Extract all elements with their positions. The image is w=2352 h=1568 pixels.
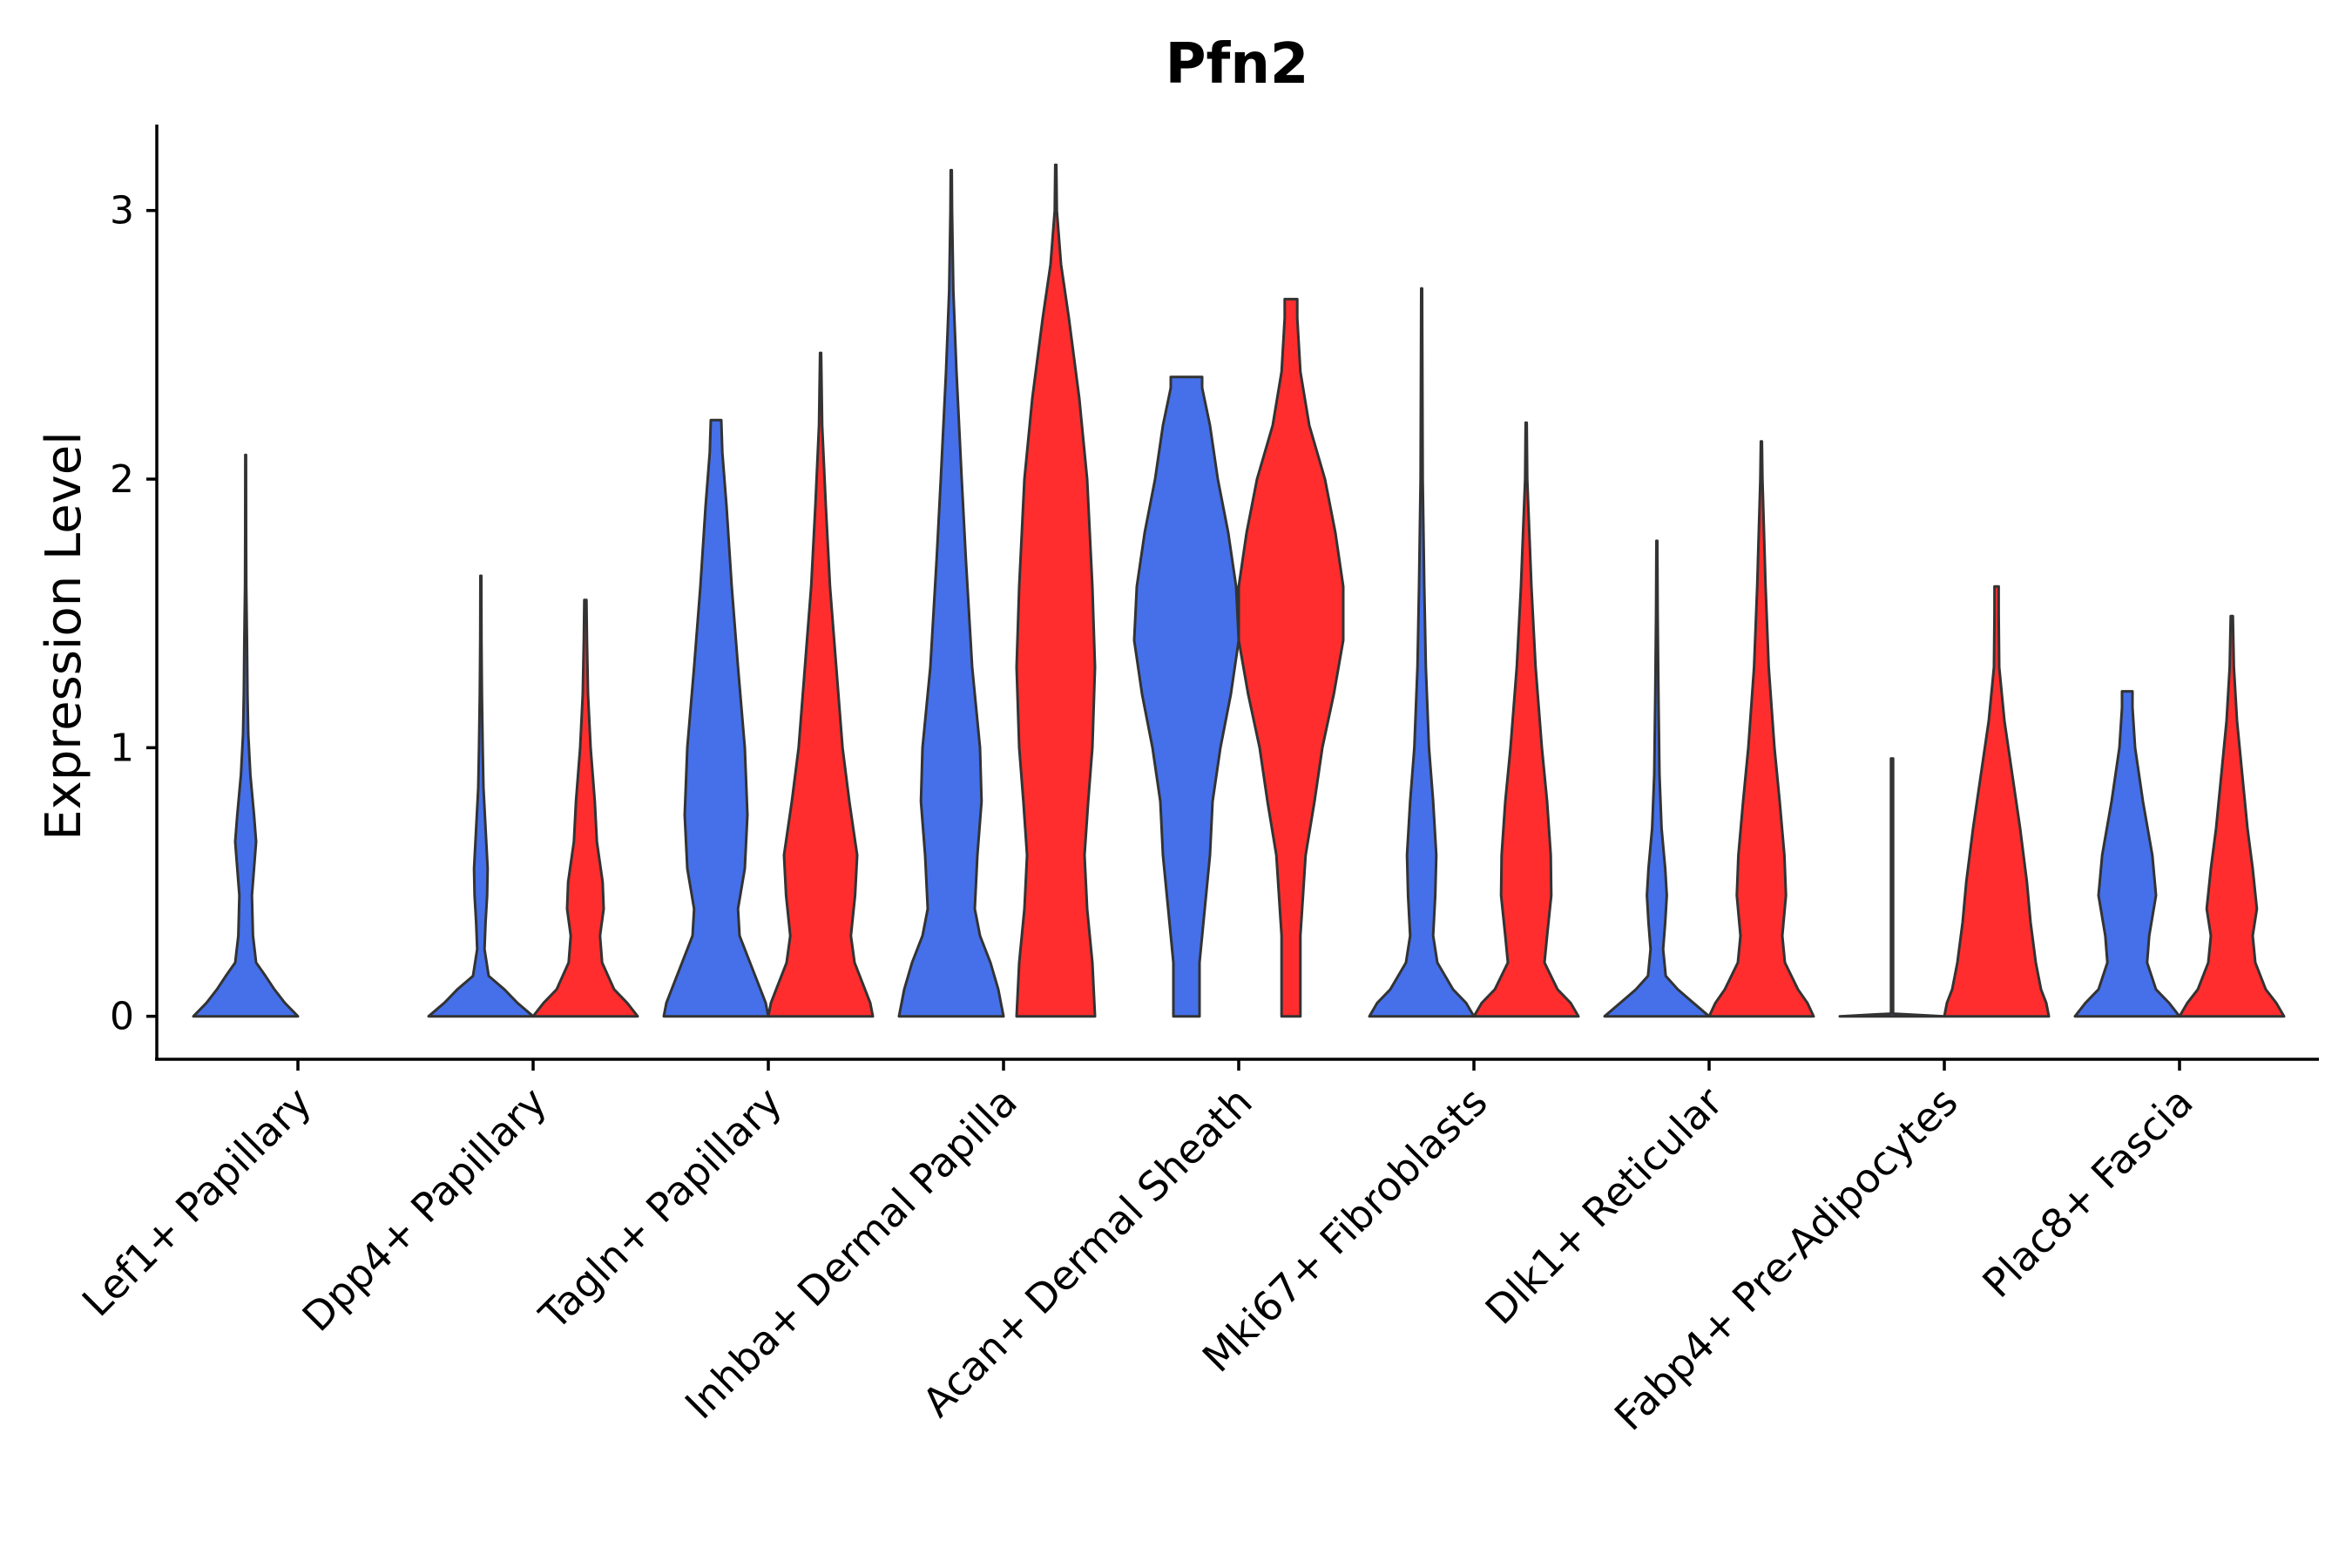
- violin-group: [192, 163, 2286, 1018]
- violin-2-5: [1237, 297, 1345, 1018]
- chart-title: Pfn2: [1166, 32, 1309, 97]
- violin-2-6: [1472, 421, 1580, 1018]
- axes: [155, 125, 2319, 1061]
- y-tick-label: 3: [110, 189, 134, 233]
- violin-1-7: [1603, 539, 1711, 1018]
- violin-1-8: [1838, 757, 1946, 1018]
- violin-2-2: [531, 598, 639, 1018]
- violin-2-9: [2178, 614, 2286, 1018]
- x-category-label: Tagln+ Papillary: [530, 1078, 791, 1340]
- x-category-label: Dlk1+ Reticular: [1477, 1078, 1732, 1334]
- violin-1-3: [662, 418, 770, 1018]
- y-tick-label: 1: [110, 726, 134, 770]
- violin-1-2: [427, 574, 535, 1018]
- violin-2-8: [1943, 585, 2051, 1018]
- x-category-label: Dpp4+ Papillary: [294, 1078, 556, 1341]
- x-category-label: Lef1+ Papillary: [73, 1078, 321, 1326]
- violin-1-4: [897, 168, 1005, 1018]
- violin-2-3: [767, 351, 875, 1018]
- y-axis-label: Expression Level: [36, 431, 92, 841]
- violin-2-4: [1015, 163, 1097, 1018]
- violin-1-6: [1368, 287, 1476, 1018]
- y-tick-label: 0: [110, 995, 134, 1039]
- y-ticks: 0 1 2 3: [110, 189, 157, 1039]
- y-tick-label: 2: [110, 457, 134, 502]
- x-category-label: Plac8+ Fascia: [1973, 1078, 2201, 1307]
- violin-1-1: [192, 453, 300, 1018]
- violin-1-5: [1132, 375, 1240, 1018]
- violin-2-7: [1707, 440, 1815, 1018]
- violin-1-9: [2073, 690, 2181, 1018]
